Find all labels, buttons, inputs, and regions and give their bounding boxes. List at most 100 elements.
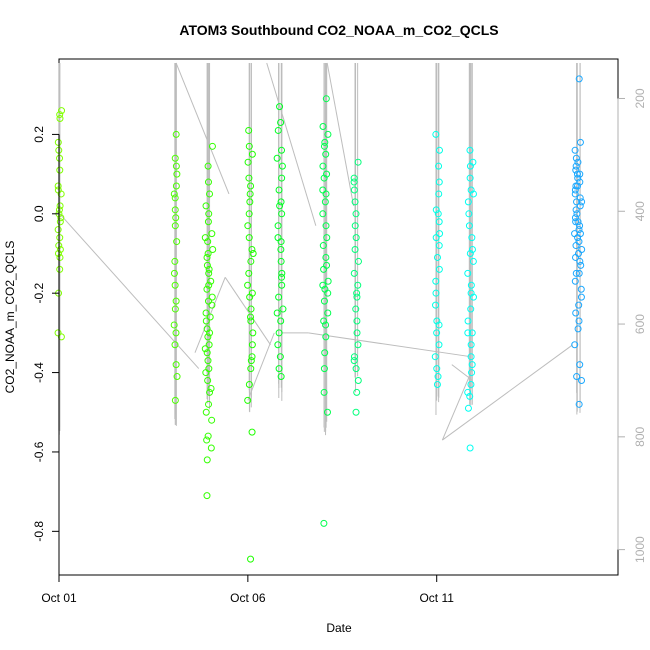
data-point bbox=[322, 222, 330, 230]
data-point bbox=[244, 396, 252, 404]
data-point bbox=[354, 377, 362, 385]
data-point bbox=[247, 357, 255, 365]
data-point bbox=[571, 341, 579, 349]
data-point bbox=[277, 198, 285, 206]
data-point bbox=[277, 257, 285, 265]
data-point bbox=[575, 269, 583, 277]
data-point bbox=[352, 234, 360, 242]
profile-lines-layer bbox=[58, 62, 581, 436]
data-point bbox=[572, 218, 580, 226]
data-point bbox=[320, 142, 328, 150]
data-point bbox=[201, 234, 209, 242]
data-point bbox=[468, 329, 476, 337]
data-point bbox=[574, 174, 582, 182]
data-point bbox=[575, 400, 583, 408]
data-point bbox=[323, 234, 331, 242]
data-point bbox=[245, 380, 253, 388]
data-point bbox=[435, 178, 443, 186]
data-point bbox=[204, 357, 212, 365]
right-tick-label: 400 bbox=[633, 201, 647, 221]
data-point bbox=[276, 202, 284, 210]
data-point bbox=[576, 257, 584, 265]
data-point bbox=[278, 174, 286, 182]
data-point bbox=[573, 198, 581, 206]
data-point bbox=[466, 174, 474, 182]
data-point bbox=[203, 285, 211, 293]
data-point bbox=[324, 309, 332, 317]
transit-line bbox=[224, 277, 271, 346]
data-point bbox=[207, 384, 215, 392]
data-point bbox=[436, 230, 444, 238]
data-point bbox=[249, 329, 257, 337]
chart-title: ATOM3 Southbound CO2_NOAA_m_CO2_QCLS bbox=[179, 22, 498, 38]
data-point bbox=[171, 396, 179, 404]
data-point bbox=[247, 555, 255, 563]
data-point bbox=[54, 226, 62, 234]
data-point bbox=[322, 95, 330, 103]
data-point bbox=[203, 492, 211, 500]
data-point bbox=[322, 190, 330, 198]
data-point bbox=[203, 456, 211, 464]
data-point bbox=[464, 388, 472, 396]
x-axis: Oct 01 Oct 06 Oct 11 bbox=[41, 574, 454, 605]
transit-line bbox=[247, 332, 275, 401]
data-point bbox=[574, 218, 582, 226]
data-point bbox=[435, 190, 443, 198]
transit-line bbox=[266, 62, 317, 226]
data-point bbox=[205, 265, 213, 273]
data-point bbox=[278, 281, 286, 289]
data-point bbox=[274, 222, 282, 230]
data-point bbox=[204, 432, 212, 440]
data-point bbox=[353, 388, 361, 396]
data-point bbox=[171, 341, 179, 349]
x-tick-label: Oct 01 bbox=[41, 591, 77, 605]
data-point bbox=[319, 122, 327, 130]
data-point bbox=[353, 317, 361, 325]
data-point bbox=[205, 210, 213, 218]
data-point bbox=[245, 142, 253, 150]
data-point bbox=[576, 178, 584, 186]
y-tick-label: -0.6 bbox=[32, 441, 46, 462]
data-point bbox=[171, 305, 179, 313]
data-point bbox=[203, 253, 211, 261]
data-point bbox=[467, 186, 475, 194]
data-point bbox=[278, 269, 286, 277]
data-point bbox=[323, 170, 331, 178]
data-point bbox=[320, 317, 328, 325]
data-point bbox=[350, 357, 358, 365]
data-point bbox=[467, 289, 475, 297]
data-point bbox=[171, 154, 179, 162]
data-point bbox=[277, 119, 285, 127]
data-point bbox=[571, 146, 579, 154]
data-point bbox=[204, 249, 212, 257]
data-point bbox=[572, 166, 580, 174]
data-point bbox=[203, 436, 211, 444]
x-tick-label: Oct 11 bbox=[419, 591, 454, 605]
data-point bbox=[171, 206, 179, 214]
data-point bbox=[248, 341, 256, 349]
data-point bbox=[246, 198, 254, 206]
data-point bbox=[572, 242, 580, 250]
data-point bbox=[170, 269, 178, 277]
data-point bbox=[247, 182, 255, 190]
data-point bbox=[203, 261, 211, 269]
data-point bbox=[435, 162, 443, 170]
data-point bbox=[56, 111, 64, 119]
data-point bbox=[278, 210, 286, 218]
data-point bbox=[173, 238, 181, 246]
data-point bbox=[322, 333, 330, 341]
data-point bbox=[277, 373, 285, 381]
y-tick-label: -0.4 bbox=[32, 362, 46, 383]
data-point bbox=[352, 305, 360, 313]
right-tick-label: 600 bbox=[633, 314, 647, 334]
y-tick-label: 0.2 bbox=[32, 126, 46, 143]
data-point bbox=[433, 317, 441, 325]
data-point bbox=[351, 222, 359, 230]
data-point bbox=[57, 333, 65, 341]
data-point bbox=[319, 281, 327, 289]
data-point bbox=[575, 226, 583, 234]
data-point bbox=[248, 353, 256, 361]
right-tick-label: 200 bbox=[633, 88, 647, 108]
data-point bbox=[468, 361, 476, 369]
data-point bbox=[432, 289, 440, 297]
